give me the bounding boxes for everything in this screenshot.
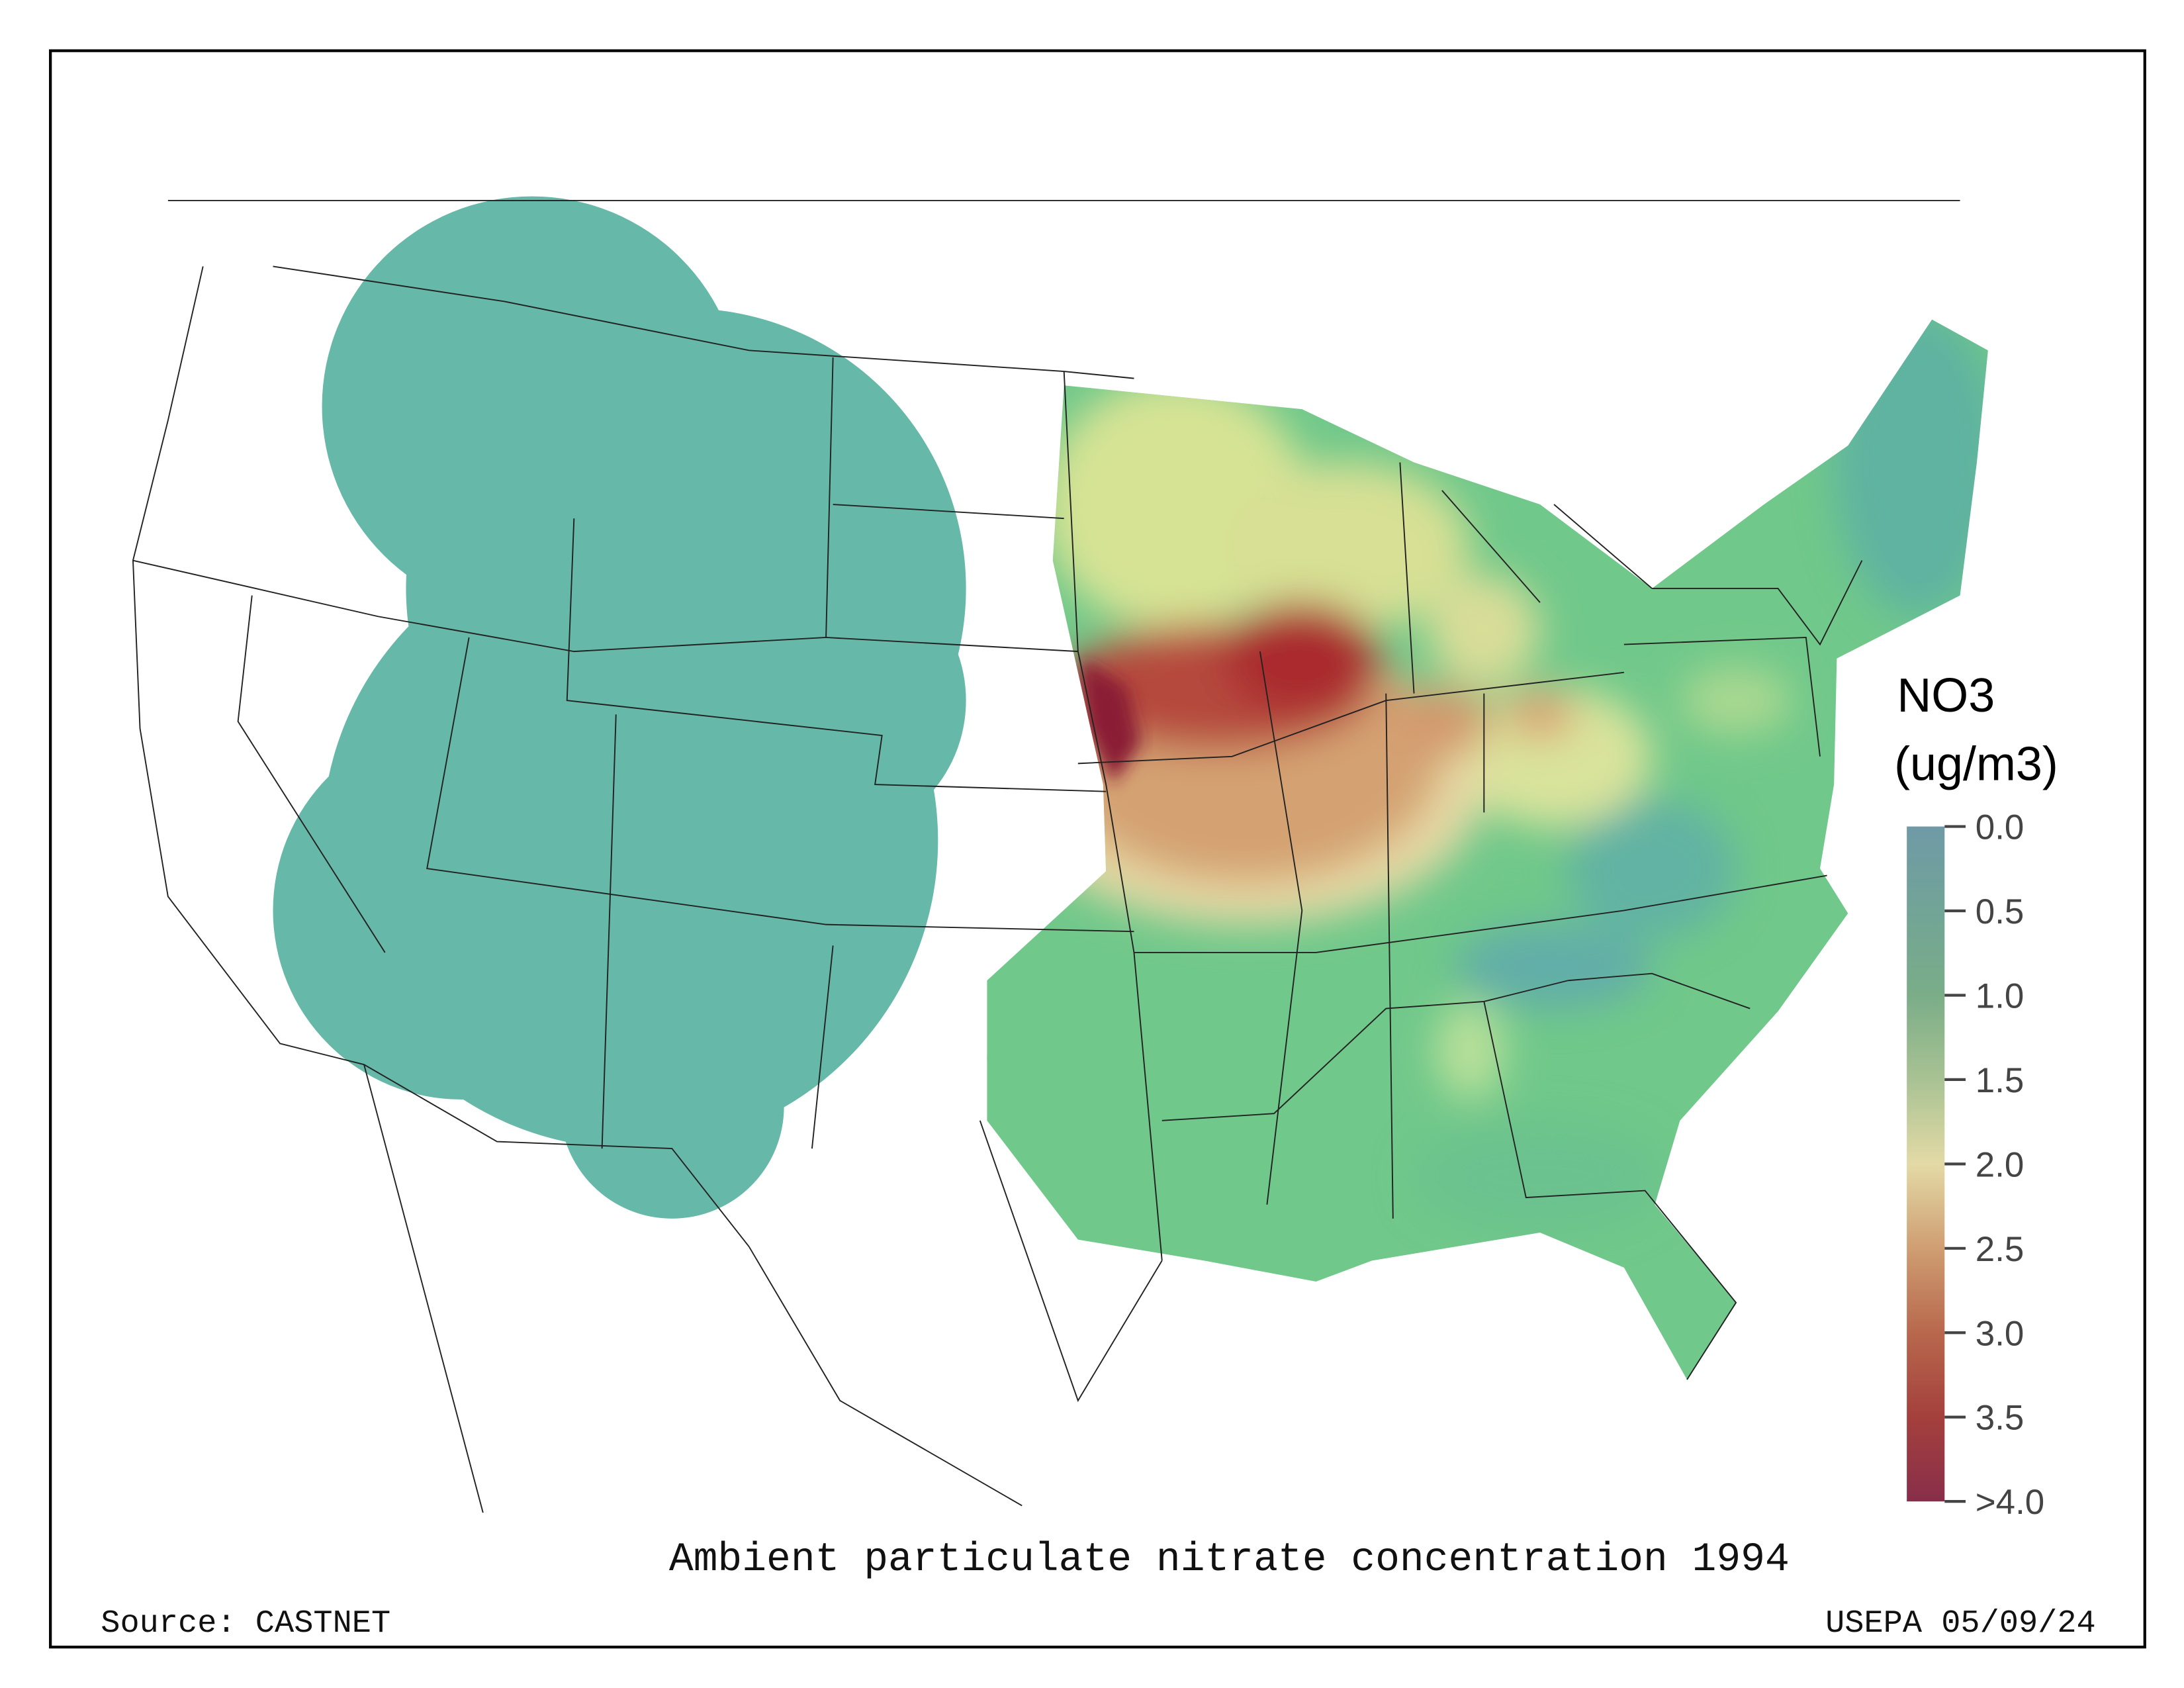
colorbar-tick-label: 2.5 bbox=[1976, 1230, 2025, 1269]
color-legend: NO3 (ug/m3) 0.0 0.5 1.0 1.5 2.0 2.5 3.0 3.5 >4.0 bbox=[1894, 669, 2058, 1522]
legend-title-variable: NO3 bbox=[1897, 669, 1995, 722]
colorbar-tick-label: 1.0 bbox=[1976, 977, 2025, 1016]
peak-concentration-area bbox=[1081, 658, 1142, 785]
source-label: Source: CASTNET bbox=[101, 1605, 390, 1642]
colorbar-tick-label: 1.5 bbox=[1976, 1061, 2025, 1100]
colorbar-tick-label: 0.0 bbox=[1976, 808, 2025, 847]
colorbar-tick-label: 0.5 bbox=[1976, 892, 2025, 931]
west-concentration-surface bbox=[273, 196, 966, 1219]
colorbar-tick-label: >4.0 bbox=[1976, 1483, 2044, 1522]
state-boundaries bbox=[132, 200, 1960, 1513]
colorbar-tick-label: 3.5 bbox=[1976, 1399, 2025, 1438]
colorbar bbox=[1907, 826, 1945, 1502]
colorbar-tick-label: 2.0 bbox=[1976, 1145, 2025, 1184]
credit-label: USEPA 05/09/24 bbox=[1825, 1605, 2096, 1642]
colorbar-tick-label: 3.0 bbox=[1976, 1314, 2025, 1353]
legend-title-units: (ug/m3) bbox=[1894, 738, 2058, 791]
figure-title: Ambient particulate nitrate concentratio… bbox=[669, 1537, 1790, 1583]
